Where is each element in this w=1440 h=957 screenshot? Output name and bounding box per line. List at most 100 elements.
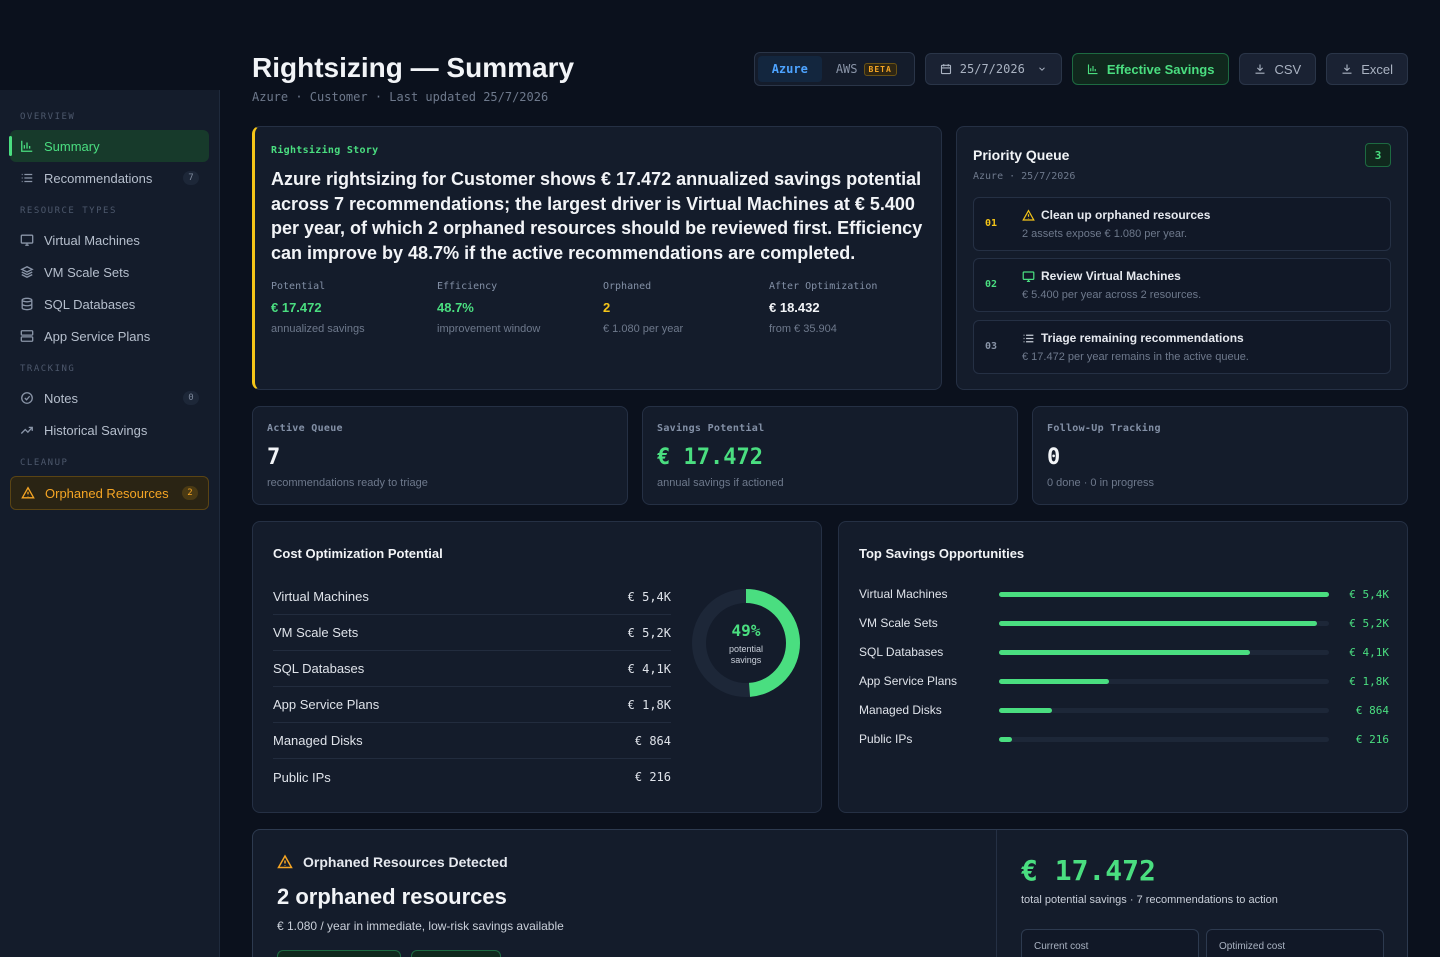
orphaned-primary-button[interactable] (277, 950, 401, 957)
priority-item-desc: 2 assets expose € 1.080 per year. (1022, 228, 1188, 240)
kpi-sub: annual savings if actioned (657, 477, 784, 489)
bar-track (999, 591, 1329, 597)
item-name: Virtual Machines (273, 589, 369, 604)
count-badge: 2 (182, 486, 198, 500)
provider-azure-label: Azure (771, 62, 808, 76)
donut-label: potential savings (728, 643, 764, 665)
database-icon (20, 297, 34, 311)
provider-aws-tab[interactable]: AWS BETA (822, 56, 911, 82)
warning-icon (1022, 208, 1035, 222)
item-value: € 4,1K (627, 661, 671, 676)
priority-item-review-vms[interactable]: 02 Review Virtual Machines € 5.400 per y… (973, 258, 1391, 312)
stat-sub: annualized savings (271, 323, 365, 335)
bar-track (999, 620, 1329, 626)
savings-bar-row: Virtual Machines € 5,4K (859, 584, 1389, 604)
excel-export-button[interactable]: Excel (1326, 53, 1408, 85)
sidebar-item-notes[interactable]: Notes 0 (10, 382, 209, 414)
optimized-cost-box: Optimized cost (1206, 929, 1384, 957)
savings-bar-row: SQL Databases € 4,1K (859, 642, 1389, 662)
stat-value: 2 (603, 300, 611, 315)
priority-item-cleanup[interactable]: 01 Clean up orphaned resources 2 assets … (973, 197, 1391, 251)
sidebar-item-app-service-plans[interactable]: App Service Plans (10, 320, 209, 352)
sidebar-item-sql-databases[interactable]: SQL Databases (10, 288, 209, 320)
bar-track (999, 678, 1329, 684)
story-stats: Potential € 17.472 annualized savings Ef… (271, 281, 935, 335)
beta-badge: BETA (863, 62, 897, 76)
sidebar-item-label: App Service Plans (44, 328, 151, 344)
priority-item-desc: € 5.400 per year across 2 resources. (1022, 289, 1202, 301)
page-title: Rightsizing — Summary (252, 52, 575, 83)
orphaned-savings: € 1.080 / year in immediate, low-risk sa… (277, 919, 564, 933)
cost-optimization-title: Cost Optimization Potential (273, 546, 443, 561)
bar-track (999, 736, 1329, 742)
item-name: Public IPs (273, 769, 331, 785)
date-picker-button[interactable]: 25/7/2026 (924, 53, 1062, 85)
sidebar-item-label: Notes (44, 390, 78, 406)
savings-bar-row: Public IPs € 216 (859, 729, 1389, 749)
bar-value: € 216 (1355, 732, 1389, 746)
bar-fill (999, 620, 1317, 626)
sidebar-item-orphaned-resources[interactable]: Orphaned Resources 2 (10, 476, 209, 510)
list-item: SQL Databases € 4,1K (273, 651, 671, 687)
priority-item-triage[interactable]: 03 Triage remaining recommendations € 17… (973, 320, 1391, 374)
kpi-value: 7 (267, 445, 281, 470)
savings-bar-row: Managed Disks € 864 (859, 700, 1389, 720)
stat-value: 48.7% (437, 300, 474, 315)
bar-value: € 1,8K (1349, 674, 1389, 688)
warning-icon (277, 854, 293, 870)
toolbar: Azure AWS BETA 25/7/2026 Effective Saving… (753, 52, 1408, 86)
kpi-label: Follow-Up Tracking (1047, 423, 1161, 434)
bar-label: Virtual Machines (859, 587, 948, 601)
stat-label: After Optimization (769, 281, 878, 292)
sidebar-item-label: Summary (44, 138, 100, 154)
bar-fill (999, 678, 1109, 684)
chevron-down-icon (1037, 64, 1047, 74)
item-value: € 216 (634, 770, 671, 784)
stat-sub: € 1.080 per year (603, 323, 684, 335)
bar-value: € 5,4K (1349, 587, 1389, 601)
sidebar-item-label: Recommendations (44, 170, 153, 186)
sidebar-group-tracking: TRACKING Notes 0 Historical Savings (0, 364, 219, 446)
stat-value: € 17.472 (271, 300, 322, 315)
kpi-follow-up-tracking: Follow-Up Tracking 0 0 done · 0 in progr… (1032, 406, 1408, 505)
donut-arc (692, 589, 800, 697)
stat-orphaned: Orphaned 2 € 1.080 per year (603, 281, 769, 335)
sidebar-item-recommendations[interactable]: Recommendations 7 (10, 162, 209, 194)
bar-label: SQL Databases (859, 645, 944, 659)
top-savings-card: Top Savings Opportunities Virtual Machin… (838, 521, 1408, 813)
trend-icon (20, 423, 34, 437)
sidebar-item-virtual-machines[interactable]: Virtual Machines (10, 224, 209, 256)
sidebar-item-vm-scale-sets[interactable]: VM Scale Sets (10, 256, 209, 288)
priority-item-title: Triage remaining recommendations (1022, 331, 1244, 345)
cost-optimization-list: Virtual Machines € 5,4K VM Scale Sets € 5,… (273, 579, 671, 795)
sidebar-item-label: VM Scale Sets (44, 264, 130, 280)
orphaned-title-text: Orphaned Resources Detected (303, 854, 508, 870)
stat-sub: improvement window (437, 323, 541, 335)
stat-label: Efficiency (437, 281, 498, 292)
list-icon (20, 171, 34, 185)
sidebar-group-cleanup: CLEANUP Orphaned Resources 2 (0, 458, 219, 510)
page-subtitle: Azure · Customer · Last updated 25/7/202… (252, 90, 549, 104)
count-badge: 0 (183, 391, 199, 405)
provider-azure-tab[interactable]: Azure (757, 56, 822, 82)
savings-bar-row: App Service Plans € 1,8K (859, 671, 1389, 691)
kpi-label: Savings Potential (657, 423, 765, 434)
bar-track (999, 649, 1329, 655)
priority-number: 03 (985, 341, 998, 352)
item-name: Managed Disks (273, 733, 363, 748)
bar-fill (999, 591, 1329, 597)
effective-savings-button[interactable]: Effective Savings (1071, 53, 1230, 85)
kpi-label: Active Queue (267, 423, 343, 434)
sidebar-item-summary[interactable]: Summary (9, 130, 209, 162)
savings-donut (692, 589, 800, 697)
csv-export-button[interactable]: CSV (1239, 53, 1317, 85)
orphaned-secondary-button[interactable] (411, 950, 501, 957)
bar-track (999, 707, 1329, 713)
section-label-overview: OVERVIEW (20, 112, 76, 122)
monitor-icon (20, 233, 34, 247)
provider-switch: Azure AWS BETA (753, 52, 915, 86)
sidebar-item-historical-savings[interactable]: Historical Savings (10, 414, 209, 446)
priority-item-title-text: Triage remaining recommendations (1041, 331, 1244, 345)
effective-savings-label: Effective Savings (1106, 61, 1215, 77)
bar-value: € 5,2K (1349, 616, 1389, 630)
